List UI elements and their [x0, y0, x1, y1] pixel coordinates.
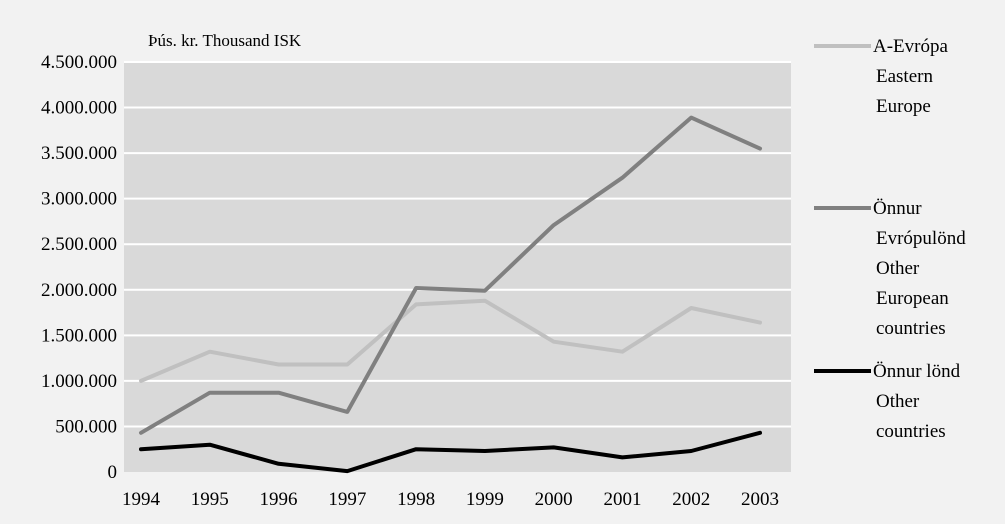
y-tick-label: 0: [108, 462, 118, 483]
y-tick-label: 1.000.000: [41, 371, 117, 392]
legend: A-Evrópa Eastern Europe Önnur Evrópulönd Othe…: [814, 36, 966, 442]
legend-label: Eastern: [876, 66, 933, 87]
y-tick-label: 500.000: [55, 416, 117, 437]
series-line-2: [139, 430, 762, 474]
series-line-1: [139, 115, 762, 435]
legend-label: countries: [876, 318, 946, 339]
y-tick-label: 4.000.000: [41, 98, 117, 119]
x-tick-label: 1998: [397, 489, 435, 510]
legend-label: Other: [876, 391, 920, 412]
x-tick-label: 1999: [466, 489, 504, 510]
x-tick-label: 2002: [672, 489, 710, 510]
y-tick-label: 3.000.000: [41, 189, 117, 210]
series-line-0: [139, 298, 762, 383]
legend-label: countries: [876, 421, 946, 442]
y-tick-label: 1.500.000: [41, 325, 117, 346]
y-tick-label: 2.000.000: [41, 280, 117, 301]
y-tick-label: 2.500.000: [41, 234, 117, 255]
x-tick-label: 1995: [191, 489, 229, 510]
legend-label: Önnur: [873, 198, 922, 219]
series-lines: [139, 115, 762, 474]
y-tick-label: 4.500.000: [41, 52, 117, 73]
legend-label: Other: [876, 258, 920, 279]
plot-area: [124, 62, 791, 472]
legend-label: Evrópulönd: [876, 228, 966, 249]
x-tick-label: 2003: [741, 489, 779, 510]
x-axis: 1994 1995 1996 1997 1998 1999 2000 2001 2002 2003: [122, 489, 779, 510]
legend-entry-0: A-Evrópa Eastern Europe: [814, 36, 948, 117]
legend-label: Europe: [876, 96, 931, 117]
x-tick-label: 2000: [535, 489, 573, 510]
legend-label: A-Evrópa: [873, 36, 948, 57]
legend-entry-1: Önnur Evrópulönd Other European countries: [814, 198, 966, 339]
legend-entry-2: Önnur lönd Other countries: [814, 361, 961, 442]
y-tick-label: 3.500.000: [41, 143, 117, 164]
y-axis: 0 500.000 1.000.000 1.500.000 2.000.000 2.500…: [41, 52, 117, 483]
unit-label: Þús. kr. Thousand ISK: [148, 31, 302, 50]
x-tick-label: 1994: [122, 489, 161, 510]
legend-label: Önnur lönd: [873, 361, 961, 382]
x-tick-label: 2001: [603, 489, 641, 510]
legend-label: European: [876, 288, 949, 309]
x-tick-label: 1997: [328, 489, 366, 510]
x-tick-label: 1996: [260, 489, 298, 510]
gridlines: [124, 61, 791, 428]
